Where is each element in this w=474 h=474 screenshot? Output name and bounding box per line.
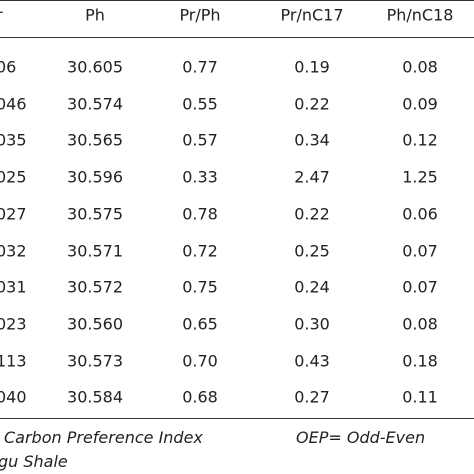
footnote: gu Shale [0,452,68,471]
cell: 0.33 [182,167,218,187]
cell: 027 [0,204,27,224]
cell: 035 [0,130,27,150]
cell: 0.19 [294,57,330,77]
cell: 0.77 [182,57,218,77]
header-rule [0,37,474,38]
cell: 0.22 [294,204,330,224]
cell: 06 [0,57,17,77]
cell: 30.575 [67,204,123,224]
cell: 30.560 [67,314,123,334]
cell: 0.72 [182,241,218,260]
cell: 0.18 [402,351,438,371]
cell: 031 [0,277,27,297]
cell: 0.65 [182,314,218,334]
cell: 0.07 [402,241,438,260]
cell: 0.24 [294,277,330,297]
footnote: Carbon Preference Index [4,428,203,447]
header-cell: Pr/Ph [179,5,221,25]
header-cell: r [0,6,3,25]
cell: 0.08 [402,314,438,334]
cell: 0.70 [182,351,218,371]
header-cell: Ph/nC18 [386,5,454,25]
cell: 1.25 [402,167,438,187]
header-cell: Pr/nC17 [280,5,344,25]
cell: 0.06 [402,204,438,224]
cell: 30.572 [67,277,123,297]
cell: 0.12 [402,130,438,150]
cell: 30.596 [67,167,123,187]
cell: 040 [0,387,27,407]
cell: 023 [0,314,27,334]
cell: 30.571 [67,241,123,260]
cell: 0.22 [294,94,330,114]
cell: 0.75 [182,277,218,297]
cell: 30.584 [67,387,123,407]
cell: 0.43 [294,351,330,371]
cell: 0.57 [182,130,218,150]
cell: 0.25 [294,241,330,260]
cell: 025 [0,167,27,187]
cell: 0.11 [402,387,438,407]
cell: 30.573 [67,351,123,371]
cell: 0.08 [402,57,438,77]
cell: 0.34 [294,130,330,150]
cell: 0.55 [182,94,218,114]
cell: 0.27 [294,387,330,407]
cell: 0.07 [402,277,438,297]
cell: 0.78 [182,204,218,224]
cell: 30.565 [67,130,123,150]
cell: 0.09 [402,94,438,114]
cell: 046 [0,94,27,114]
footnote: OEP= Odd-Even [296,428,426,447]
cell: 30.574 [67,94,123,114]
top-rule [0,0,474,1]
bottom-rule [0,418,474,419]
cell: 032 [0,241,27,260]
cell: 113 [0,351,27,371]
cell: 0.30 [294,314,330,334]
cell: 0.68 [182,387,218,407]
cell: 2.47 [294,167,330,187]
header-cell: Ph [85,5,105,25]
cell: 30.605 [67,57,123,77]
